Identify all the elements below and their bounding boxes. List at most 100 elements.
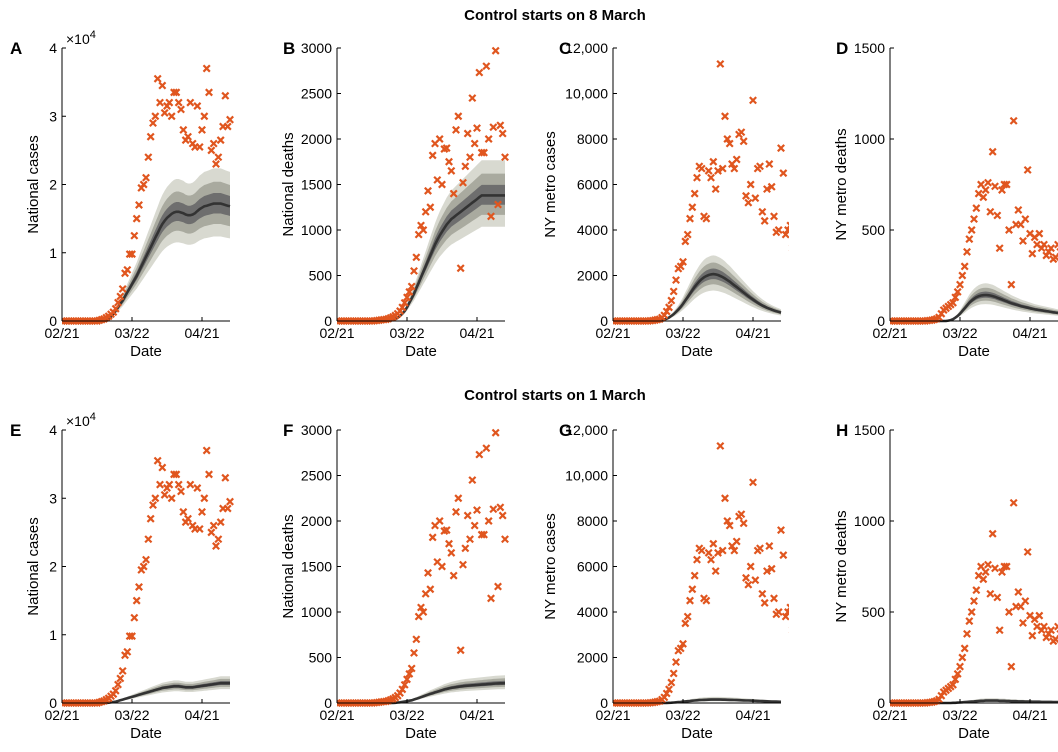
y-tick-label: 500 [862,222,886,238]
observed-point [398,303,407,312]
observed-point [139,562,148,571]
observed-point [683,230,692,239]
observed-point [177,487,185,496]
band-mid-C [613,262,781,321]
observed-point [200,112,209,121]
x-tick-label: 04/21 [184,707,219,723]
observed-point [403,675,411,684]
x-tick-label: 04/21 [1012,707,1047,723]
x-tick-label: 03/22 [942,325,977,341]
panel-letter: F [283,421,293,440]
observed-point [1035,611,1044,620]
observed-point [398,685,407,694]
observed-point [756,544,764,553]
observed-point [956,662,964,671]
observed-point [209,139,218,148]
observed-point [153,74,162,83]
x-tick-label: 04/21 [184,325,219,341]
observed-point [767,564,776,573]
observed-point [461,162,470,171]
observed-point [463,129,472,138]
panel-H: 0 500 1000 1500 02/21 03/22 04/21 Date NY metro … [833,421,1058,742]
observed-point [149,501,157,510]
y-tick-label: 0 [877,695,885,711]
x-tick-label: 03/22 [942,707,977,723]
observed-point [475,450,484,459]
observed-point [749,96,757,105]
observed-point [498,129,507,138]
observed-point [151,112,160,121]
observed-point [482,62,491,71]
observed-point [482,444,491,453]
observed-point [993,593,1002,602]
observed-point [988,147,997,156]
y-tick-label: 0 [877,313,885,329]
observed-point [447,548,456,557]
observed-point [139,180,148,189]
observed-point [1009,498,1018,507]
plot-area-G [613,441,798,707]
y-tick-label: 10,000 [565,86,608,102]
observed-point [967,226,976,234]
observed-point [986,207,995,216]
y-tick-label: 4 [49,40,57,56]
observed-point [1005,608,1013,616]
observed-point [709,539,718,548]
observed-point [688,203,697,212]
observed-point [435,517,444,525]
y-tick-label: 1000 [301,604,332,620]
observed-point [410,648,418,657]
observed-point [665,303,673,312]
observed-point [491,428,500,437]
observed-point [484,135,493,143]
observed-point [438,180,446,189]
x-tick-label: 03/22 [665,325,700,341]
observed-point [1000,180,1009,189]
observed-point [438,562,446,571]
x-tick-label: 04/21 [459,325,494,341]
y-axis-label: NY metro deaths [833,510,850,622]
observed-point [709,157,718,166]
plot-area-B [337,46,509,325]
panel-letter: B [283,39,295,58]
observed-point [960,262,969,271]
observed-point [746,180,755,189]
observed-point [725,521,734,530]
y-tick-label: 500 [862,604,886,620]
observed-point [207,528,216,537]
y-tick-label: 2500 [301,468,332,484]
observed-point [784,608,789,616]
observed-point [1009,116,1018,125]
observed-point [704,166,713,175]
observed-point [114,680,122,689]
observed-point [424,186,432,195]
panel-C: 0 2000 4000 6000 8000 10,000 12,000 02/21 03/22 0… [542,39,789,360]
row-title-2: Control starts on 1 March [464,387,646,404]
observed-point [979,193,988,202]
observed-point [1005,226,1013,234]
observed-point [765,160,774,169]
x-axis-label: Date [681,343,713,360]
observed-point [1014,206,1023,214]
observed-point [967,608,976,616]
observed-point [960,644,969,653]
observed-point [792,625,798,631]
observed-point [995,244,1004,253]
observed-point [972,586,981,595]
y-tick-label: 0 [324,695,332,711]
observed-point [184,132,192,141]
observed-point [116,674,125,683]
observed-point [174,480,183,489]
observed-point [711,567,720,576]
observed-point [725,139,734,148]
x-axis-label: Date [130,725,162,742]
observed-point [475,68,484,77]
observed-point [693,555,701,564]
panels: 0 1 2 3 4 02/21 03/22 04/21 Date National cases ×1… [10,29,1058,742]
observed-point [165,480,174,489]
median-line-D [890,293,1058,323]
row-title-1: Control starts on 8 March [464,7,646,24]
observed-point [770,594,778,603]
observed-point [716,59,725,68]
observed-point [1021,215,1030,224]
